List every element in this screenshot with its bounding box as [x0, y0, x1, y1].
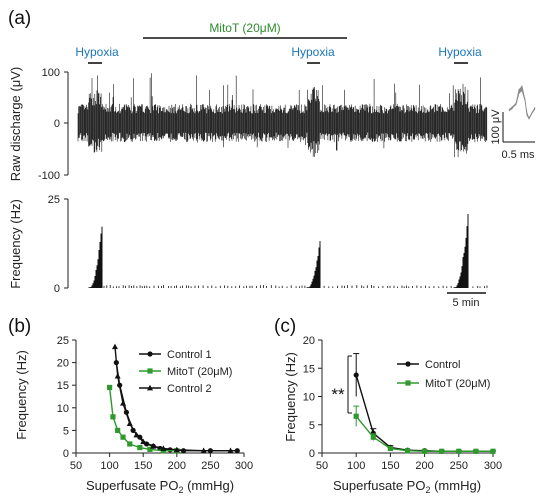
c-data-point: [353, 413, 359, 419]
c-xtick-label: 50: [316, 460, 328, 472]
c-xtick-label: 300: [484, 460, 502, 472]
c-data-point: [456, 448, 462, 454]
raw-ytick-100: 100: [42, 67, 60, 79]
b-data-point: [147, 446, 153, 452]
scale-voltage-label: 100 μV: [490, 109, 502, 145]
raw-ytick-0: 0: [54, 118, 60, 130]
raw-discharge-trace: [77, 73, 488, 158]
c-ytick-label: 15: [303, 363, 315, 375]
hist-ytick-0: 0: [54, 283, 60, 295]
b-legend-marker: [147, 368, 153, 374]
b-data-point: [133, 431, 140, 438]
b-data-point: [115, 427, 121, 433]
b-legend-marker: [147, 351, 153, 357]
mitot-label: MitoT (20μM): [209, 21, 280, 35]
b-xtick-label: 300: [235, 460, 253, 472]
b-xtick-label: 200: [168, 460, 186, 472]
raw-discharge-panel: 100 0 -100 Raw discharge (μV): [8, 67, 488, 182]
c-data-point: [387, 445, 393, 452]
hist-ylabel: Frequency (Hz): [8, 199, 23, 289]
c-data-point: [404, 448, 411, 454]
b-data-point: [111, 343, 118, 350]
c-legend-marker: [405, 380, 411, 386]
b-data-point: [200, 447, 207, 454]
c-xlabel: Superfusate PO2 (mmHg): [333, 478, 481, 495]
panel-b-label: (b): [8, 316, 31, 337]
b-data-point: [160, 445, 167, 451]
b-data-point: [120, 400, 127, 406]
b-xtick-label: 100: [100, 460, 118, 472]
b-ytick-label: 0: [63, 448, 69, 460]
frequency-histogram-panel: 25 0 Frequency (Hz) 5 min: [8, 194, 488, 309]
raw-ytick-neg100: -100: [38, 170, 60, 182]
b-data-point: [150, 443, 157, 449]
b-data-point: [110, 414, 116, 420]
significance-marker: **: [331, 385, 345, 404]
b-xtick-label: 250: [201, 460, 219, 472]
b-ytick-label: 20: [57, 358, 69, 370]
hist-ytick-25: 25: [48, 194, 60, 206]
b-legend-label: Control 1: [167, 349, 212, 361]
c-ytick-label: 10: [303, 392, 315, 404]
b-data-point: [234, 448, 240, 454]
c-data-point: [490, 448, 496, 454]
c-data-point: [439, 448, 445, 454]
c-legend-label: MitoT (20μM): [425, 378, 490, 390]
c-xtick-label: 200: [415, 460, 433, 472]
c-legend-label: Control: [425, 359, 460, 371]
b-legend-label: Control 2: [167, 383, 212, 395]
b-legend-label: MitoT (20μM): [167, 366, 232, 378]
scale-time-label: 0.5 ms: [501, 149, 535, 161]
raw-ylabel: Raw discharge (μV): [8, 67, 23, 181]
b-data-point: [127, 441, 133, 447]
panel-c-chart: Frequency (Hz) Superfusate PO2 (mmHg) **…: [283, 335, 502, 495]
b-data-point: [173, 446, 180, 453]
c-data-point: [422, 448, 428, 454]
b-legend-marker: [147, 384, 153, 391]
c-xtick-label: 250: [450, 460, 468, 472]
c-legend-marker: [405, 361, 411, 367]
c-data-point: [353, 372, 359, 378]
b-ytick-label: 25: [57, 335, 69, 347]
b-data-point: [126, 420, 133, 427]
c-ylabel: Frequency (Hz): [283, 352, 298, 442]
hypoxia-label-1: Hypoxia: [75, 45, 119, 59]
hypoxia-label-3: Hypoxia: [438, 45, 482, 59]
b-xlabel: Superfusate PO2 (mmHg): [86, 478, 234, 495]
b-xtick-label: 50: [70, 460, 82, 472]
b-series-line: [114, 346, 231, 452]
panel-c-label: (c): [274, 316, 296, 337]
c-series-line: [355, 415, 493, 452]
b-data-point: [114, 372, 121, 379]
b-data-point: [227, 447, 234, 454]
scale-minutes-label: 5 min: [453, 297, 480, 309]
b-xtick-label: 150: [134, 460, 152, 472]
c-data-point: [370, 434, 376, 440]
c-data-point: [473, 448, 479, 454]
spike-waveform-inset: 100 μV 0.5 ms: [490, 84, 536, 161]
spike-waveforms: [508, 84, 536, 120]
b-data-point: [140, 438, 147, 445]
c-ytick-label: 0: [309, 448, 315, 460]
b-ytick-label: 15: [57, 380, 69, 392]
c-xtick-label: 150: [381, 460, 399, 472]
hypoxia-label-2: Hypoxia: [291, 45, 335, 59]
panel-a-label: (a): [8, 8, 31, 29]
b-ylabel: Frequency (Hz): [14, 350, 29, 440]
b-data-point: [120, 434, 126, 440]
b-ytick-label: 5: [63, 425, 69, 437]
b-data-point: [137, 444, 143, 451]
c-ytick-label: 20: [303, 335, 315, 347]
b-ytick-label: 10: [57, 403, 69, 415]
histogram-bars: [88, 213, 488, 288]
c-xtick-label: 100: [347, 460, 365, 472]
b-data-point: [107, 384, 113, 391]
c-ytick-label: 5: [309, 420, 315, 432]
panel-b-chart: Frequency (Hz) Superfusate PO2 (mmHg) 50…: [14, 335, 253, 495]
